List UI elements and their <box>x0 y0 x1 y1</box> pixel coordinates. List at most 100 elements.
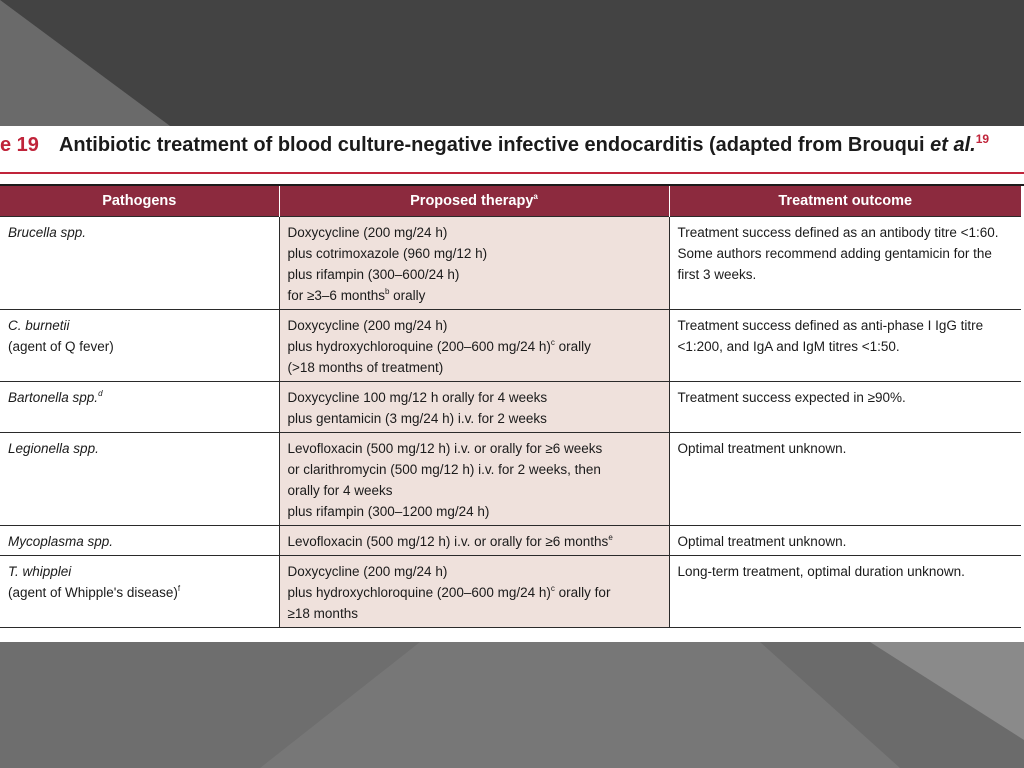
outcome-line: Treatment success defined as an antibody… <box>677 225 999 240</box>
therapy-line: orally for 4 weeks <box>288 480 661 501</box>
pathogen-name-text: C. burnetii <box>8 318 70 333</box>
therapy-line: plus hydroxychloroquine (200–600 mg/24 h… <box>288 582 661 603</box>
header-therapy-footnote: a <box>533 192 538 201</box>
therapy-text: plus rifampin (300–600/24 h) <box>287 267 460 282</box>
therapy-text-after: orally <box>389 288 426 303</box>
pathogen-note-text: (agent of Whipple's disease) <box>8 585 178 600</box>
pathogen-footnote: d <box>98 389 103 398</box>
outcome-line: Treatment success expected in ≥90%. <box>677 390 906 405</box>
outcome-line: <1:200, and IgA and IgM titres <1:50. <box>677 339 900 354</box>
therapy-text: plus cotrimoxazole (960 mg/12 h) <box>287 246 488 261</box>
table-number: e 19 <box>0 134 39 156</box>
outcome-line: first 3 weeks. <box>677 267 757 282</box>
outcome-line: Optimal treatment unknown. <box>677 441 847 456</box>
pathogen-name: T. whipplei <box>8 561 271 582</box>
table-title-etal: et al. <box>930 134 976 156</box>
pathogen-name-text: T. whipplei <box>8 564 72 579</box>
table-row: Bartonella spp.d Doxycycline 100 mg/12 h … <box>0 381 1021 433</box>
therapy-line: plus cotrimoxazole (960 mg/12 h) <box>288 243 661 264</box>
therapy-cell: Doxycycline (200 mg/24 h) plus cotrimoxaz… <box>279 216 670 310</box>
outcome-cell: Optimal treatment unknown. <box>669 432 1021 526</box>
therapy-text: plus hydroxychloroquine (200–600 mg/24 h… <box>287 339 551 354</box>
pathogen-name-text: Bartonella spp. <box>8 390 99 405</box>
therapy-text: plus gentamicin (3 mg/24 h) i.v. for 2 w… <box>287 411 547 426</box>
therapy-cell: Doxycycline (200 mg/24 h) plus hydroxychl… <box>279 309 670 382</box>
header-therapy-label: Proposed therapy <box>410 193 534 209</box>
table-caption: e 19 Antibiotic treatment of blood cultur… <box>0 132 990 157</box>
slide-content: e 19 Antibiotic treatment of blood cultur… <box>0 126 1024 642</box>
therapy-text: Levofloxacin (500 mg/12 h) i.v. or orall… <box>287 534 609 549</box>
pathogen-name-text: Brucella spp. <box>8 225 87 240</box>
header-outcome: Treatment outcome <box>669 186 1021 217</box>
therapy-text: Doxycycline (200 mg/24 h) <box>287 225 448 240</box>
table-title: Antibiotic treatment of blood culture-ne… <box>58 134 931 156</box>
pathogen-cell: Brucella spp. <box>0 216 280 310</box>
pathogen-cell: Legionella spp. <box>0 432 280 526</box>
therapy-cell: Doxycycline 100 mg/12 h orally for 4 wee… <box>279 381 670 433</box>
pathogen-note-text: (agent of Q fever) <box>8 339 114 354</box>
outcome-cell: Long-term treatment, optimal duration un… <box>669 555 1021 628</box>
pathogen-name: Brucella spp. <box>8 222 271 243</box>
therapy-line: Doxycycline (200 mg/24 h) <box>288 222 661 243</box>
pathogen-note-footnote: f <box>177 584 181 593</box>
pathogen-cell: Mycoplasma spp. <box>0 525 280 556</box>
therapy-line: Doxycycline (200 mg/24 h) <box>288 315 661 336</box>
table-row: Brucella spp. Doxycycline (200 mg/24 h) pl… <box>0 216 1021 310</box>
pathogen-name: C. burnetii <box>8 315 271 336</box>
outcome-line: Optimal treatment unknown. <box>677 534 847 549</box>
therapy-text: Doxycycline (200 mg/24 h) <box>287 564 448 579</box>
therapy-text: orally for 4 weeks <box>287 483 393 498</box>
therapy-text: plus hydroxychloroquine (200–600 mg/24 h… <box>287 585 551 600</box>
therapy-line: Doxycycline 100 mg/12 h orally for 4 wee… <box>288 387 661 408</box>
therapy-line: plus hydroxychloroquine (200–600 mg/24 h… <box>288 336 661 357</box>
therapy-cell: Doxycycline (200 mg/24 h) plus hydroxychl… <box>279 555 670 628</box>
pathogen-cell: C. burnetii (agent of Q fever) <box>0 309 280 382</box>
table-title-ref: 19 <box>975 132 990 146</box>
therapy-text: (>18 months of treatment) <box>287 360 444 375</box>
therapy-line: plus rifampin (300–600/24 h) <box>288 264 661 285</box>
pathogen-note: (agent of Whipple's disease)f <box>8 582 271 603</box>
therapy-cell: Levofloxacin (500 mg/12 h) i.v. or orall… <box>279 525 670 556</box>
outcome-line: Some authors recommend adding gentamicin… <box>677 246 992 261</box>
therapy-text: Doxycycline 100 mg/12 h orally for 4 wee… <box>287 390 548 405</box>
therapy-line: Doxycycline (200 mg/24 h) <box>288 561 661 582</box>
therapy-text: or clarithromycin (500 mg/12 h) i.v. for… <box>287 462 601 477</box>
therapy-line: Levofloxacin (500 mg/12 h) i.v. or orall… <box>288 531 661 552</box>
therapy-footnote: b <box>384 287 390 296</box>
pathogen-name: Mycoplasma spp. <box>8 531 271 552</box>
table-top-rule <box>0 184 1024 186</box>
therapy-text-after: orally for <box>554 585 611 600</box>
therapy-line: plus rifampin (300–1200 mg/24 h) <box>288 501 661 522</box>
therapy-line: Levofloxacin (500 mg/12 h) i.v. or orall… <box>288 438 661 459</box>
table-row: Legionella spp. Levofloxacin (500 mg/12 h… <box>0 432 1021 526</box>
therapy-cell: Levofloxacin (500 mg/12 h) i.v. or orall… <box>279 432 670 526</box>
therapy-text-after: orally <box>554 339 591 354</box>
outcome-cell: Treatment success defined as anti-phase … <box>669 309 1021 382</box>
therapy-line: or clarithromycin (500 mg/12 h) i.v. for… <box>288 459 661 480</box>
therapy-footnote: e <box>608 533 613 542</box>
header-therapy: Proposed therapya <box>279 186 670 217</box>
therapy-line: for ≥3–6 monthsb orally <box>288 285 661 306</box>
therapy-text: Levofloxacin (500 mg/12 h) i.v. or orall… <box>287 441 603 456</box>
pathogen-note: (agent of Q fever) <box>8 336 271 357</box>
treatment-table: Pathogens Proposed therapya Treatment ou… <box>0 186 1021 628</box>
outcome-cell: Optimal treatment unknown. <box>669 525 1021 556</box>
table-row: C. burnetii (agent of Q fever) Doxycycline… <box>0 309 1021 382</box>
outcome-line: Treatment success defined as anti-phase … <box>677 318 984 333</box>
therapy-footnote: c <box>550 584 555 593</box>
header-pathogens: Pathogens <box>0 186 280 217</box>
table-body: Brucella spp. Doxycycline (200 mg/24 h) pl… <box>0 216 1021 628</box>
pathogen-name-text: Mycoplasma spp. <box>8 534 114 549</box>
table-row: T. whipplei (agent of Whipple's disease)f… <box>0 555 1021 628</box>
pathogen-name: Bartonella spp.d <box>8 387 271 408</box>
pathogen-name: Legionella spp. <box>8 438 271 459</box>
outcome-cell: Treatment success expected in ≥90%. <box>669 381 1021 433</box>
pathogen-cell: Bartonella spp.d <box>0 381 280 433</box>
pathogen-name-text: Legionella spp. <box>8 441 99 456</box>
caption-rule <box>0 172 1024 174</box>
therapy-text: plus rifampin (300–1200 mg/24 h) <box>287 504 490 519</box>
therapy-text: Doxycycline (200 mg/24 h) <box>287 318 448 333</box>
therapy-text: ≥18 months <box>287 606 358 621</box>
therapy-line: (>18 months of treatment) <box>288 357 661 378</box>
table-row: Mycoplasma spp. Levofloxacin (500 mg/12 h… <box>0 525 1021 556</box>
